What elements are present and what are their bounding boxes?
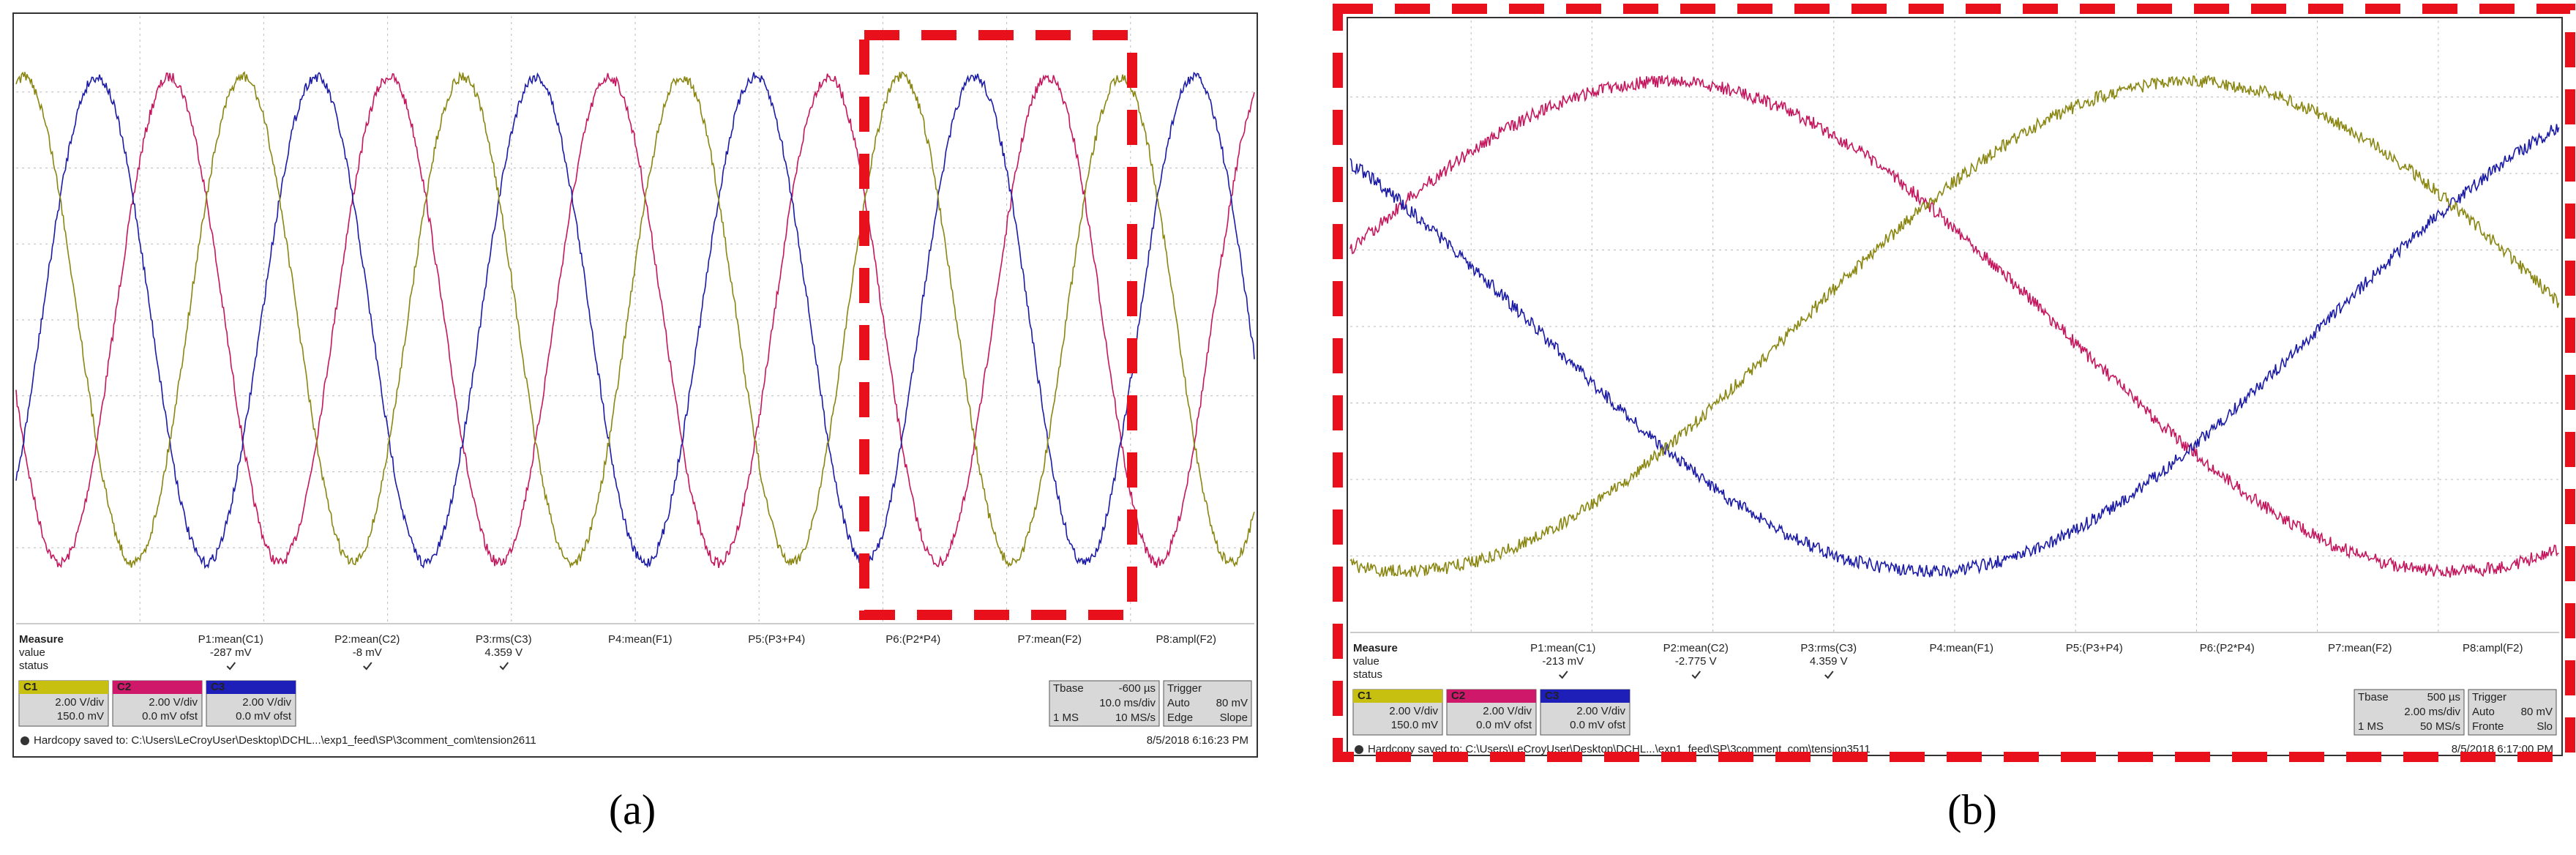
waveform xyxy=(1349,124,2560,579)
param-name: P8:ampl(F2) xyxy=(1156,633,1216,646)
timebase-label: Tbase xyxy=(1053,682,1084,695)
channel-header xyxy=(1447,690,1536,703)
channel-scale: 2.00 V/div xyxy=(1576,705,1625,717)
waveform xyxy=(15,72,1255,569)
channel-id: C3 xyxy=(211,681,225,693)
waveform xyxy=(1349,75,2560,578)
param-name: P1:mean(C1) xyxy=(198,633,263,646)
trigger-label: Trigger xyxy=(1167,682,1202,695)
timebase-label: Tbase xyxy=(2358,691,2389,703)
row-label: status xyxy=(19,660,48,672)
timebase-scale: 2.00 ms/div xyxy=(2404,706,2460,718)
param-name: P8:ampl(F2) xyxy=(2463,642,2523,654)
channel-scale: 2.00 V/div xyxy=(1389,705,1438,717)
param-name: P6:(P2*P4) xyxy=(886,633,940,646)
param-value: -287 mV xyxy=(210,646,252,659)
measure-heading: Measure xyxy=(19,633,64,646)
channel-id: C1 xyxy=(1358,690,1371,702)
param-name: P5:(P3+P4) xyxy=(748,633,805,646)
zoom-region xyxy=(859,30,1137,620)
trigger-type: Fronte xyxy=(2472,720,2504,733)
channel-offset: 0.0 mV ofst xyxy=(1476,719,1532,731)
channel-offset: 0.0 mV ofst xyxy=(1570,719,1626,731)
param-name: P7:mean(F2) xyxy=(1017,633,1082,646)
timebase-points: 1 MS xyxy=(2358,720,2384,733)
channel-scale: 2.00 V/div xyxy=(55,696,104,709)
param-name: P7:mean(F2) xyxy=(2328,642,2392,654)
channel-scale: 2.00 V/div xyxy=(149,696,198,709)
timebase-box xyxy=(2354,689,2465,736)
channel-scale: 2.00 V/div xyxy=(242,696,291,709)
channel-header xyxy=(113,681,202,694)
channel-header xyxy=(19,681,108,694)
channel-offset: 0.0 mV ofst xyxy=(236,710,292,723)
status-check xyxy=(1691,671,1701,679)
timebase-box xyxy=(1049,680,1160,727)
timebase-delay: 500 µs xyxy=(2427,691,2460,703)
param-name: P2:mean(C2) xyxy=(1663,642,1729,654)
param-value: 4.359 V xyxy=(1810,655,1848,668)
channel-header xyxy=(1353,690,1442,703)
timebase-rate: 10 MS/s xyxy=(1115,712,1156,724)
channel-id: C2 xyxy=(117,681,131,693)
trigger-level: 80 mV xyxy=(1216,697,1248,709)
param-name: P1:mean(C1) xyxy=(1530,642,1595,654)
timebase-delay: -600 µs xyxy=(1119,682,1156,695)
caption: (b) xyxy=(1947,785,1997,833)
channel-offset: 150.0 mV xyxy=(57,710,104,723)
trigger-mode: Auto xyxy=(2472,706,2495,718)
status-check xyxy=(363,662,372,671)
footer-icon xyxy=(1355,745,1363,754)
channel-scale: 2.00 V/div xyxy=(1483,705,1532,717)
status-check xyxy=(226,662,236,671)
status-check xyxy=(1559,671,1568,679)
param-value: -2.775 V xyxy=(1675,655,1717,668)
trigger-label: Trigger xyxy=(2472,691,2506,703)
trigger-box xyxy=(1163,680,1252,727)
timebase-rate: 50 MS/s xyxy=(2420,720,2460,733)
row-label: value xyxy=(19,646,45,659)
param-name: P2:mean(C2) xyxy=(334,633,400,646)
caption: (a) xyxy=(609,785,656,833)
waveform xyxy=(1349,74,2559,578)
trigger-slope: Slo xyxy=(2536,720,2553,733)
channel-header xyxy=(206,681,296,694)
trigger-slope: Slope xyxy=(1220,712,1248,724)
row-label: status xyxy=(1353,668,1382,681)
param-name: P4:mean(F1) xyxy=(608,633,673,646)
footer-path: Hardcopy saved to: C:\Users\LeCroyUser\D… xyxy=(34,734,536,747)
status-check xyxy=(1824,671,1834,679)
timestamp: 8/5/2018 6:16:23 PM xyxy=(1147,734,1248,747)
channel-header xyxy=(1540,690,1630,703)
waveform xyxy=(15,71,1255,569)
trigger-box xyxy=(2468,689,2557,736)
trigger-mode: Auto xyxy=(1167,697,1190,709)
param-name: P3:rms(C3) xyxy=(1800,642,1857,654)
timebase-points: 1 MS xyxy=(1053,712,1079,724)
param-value: -213 mV xyxy=(1542,655,1584,668)
param-name: P4:mean(F1) xyxy=(1929,642,1993,654)
param-name: P3:rms(C3) xyxy=(476,633,532,646)
row-label: value xyxy=(1353,655,1379,668)
timebase-scale: 10.0 ms/div xyxy=(1099,697,1156,709)
measure-heading: Measure xyxy=(1353,642,1398,654)
zoom-frame xyxy=(1333,4,2575,762)
param-name: P5:(P3+P4) xyxy=(2066,642,2123,654)
param-value: -8 mV xyxy=(353,646,382,659)
status-check xyxy=(499,662,509,671)
channel-id: C3 xyxy=(1545,690,1559,702)
trigger-level: 80 mV xyxy=(2521,706,2553,718)
channel-offset: 150.0 mV xyxy=(1391,719,1438,731)
trigger-type: Edge xyxy=(1167,712,1193,724)
channel-id: C2 xyxy=(1451,690,1465,702)
channel-offset: 0.0 mV ofst xyxy=(142,710,198,723)
channel-id: C1 xyxy=(23,681,37,693)
footer-icon xyxy=(20,736,29,745)
param-value: 4.359 V xyxy=(484,646,523,659)
param-name: P6:(P2*P4) xyxy=(2200,642,2255,654)
